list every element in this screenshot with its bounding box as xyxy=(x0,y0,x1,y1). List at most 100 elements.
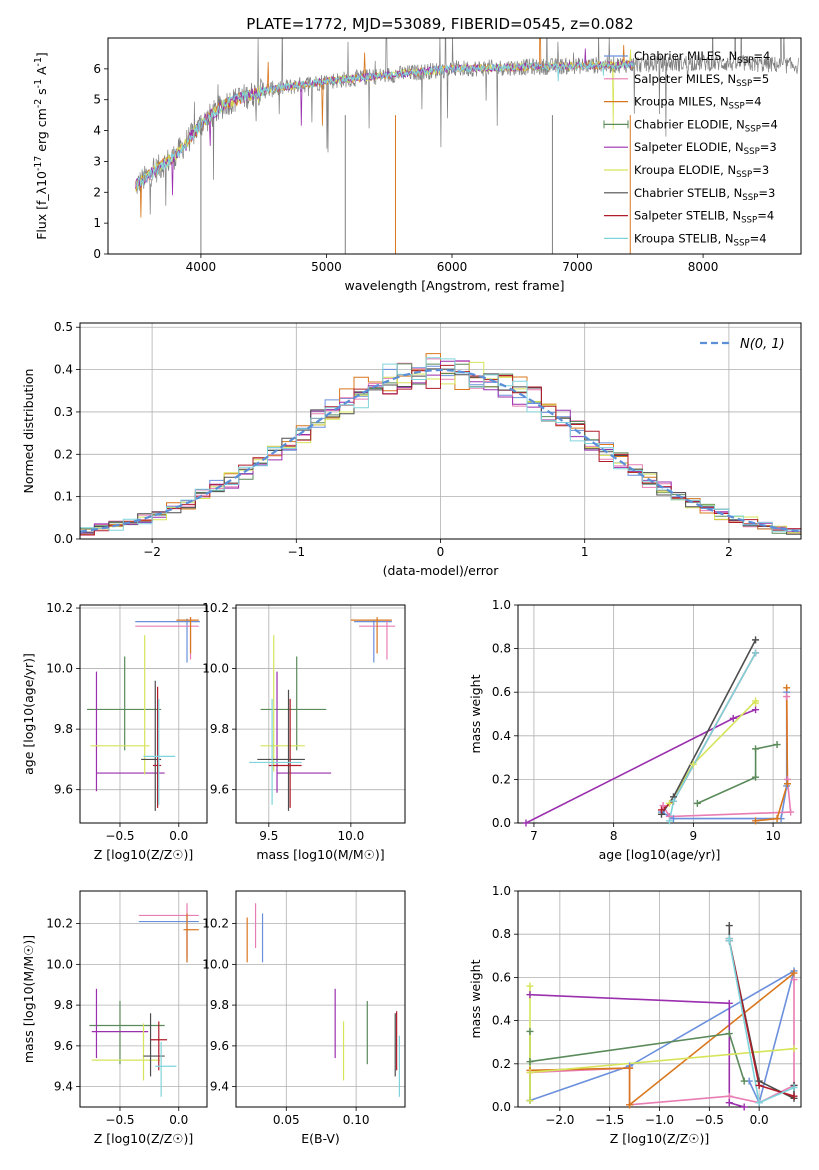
y-axis-label: mass weight xyxy=(468,959,483,1038)
y-axis-label: mass [log10(M/M☉)] xyxy=(21,935,36,1063)
x-tick-label: 9.5 xyxy=(259,829,278,843)
axes-z-weight: −2.0 −1.5 −1.0 −0.5 0.0 0.0 0.2 0.4 0.6 0.8 1.0 Z [… xyxy=(468,884,802,1146)
y-tick-label: 0.2 xyxy=(492,772,511,786)
y-tick-label: 9.4 xyxy=(54,1080,73,1094)
point-salpeter_miles xyxy=(725,1092,733,1100)
axes-frame xyxy=(517,604,802,824)
x-tick-label: −2 xyxy=(143,545,161,559)
point-kroupa_miles xyxy=(790,969,798,977)
weight-series-chabrier_stelib xyxy=(728,925,795,1100)
point-chabrier_stelib xyxy=(725,922,733,930)
point-salpeter_miles xyxy=(659,802,667,810)
histogram-kroupa_stelib xyxy=(80,357,801,532)
x-tick-label: 0.0 xyxy=(750,1113,769,1127)
legend-label-kroupa_stelib: Kroupa STELIB, NSSP=4 xyxy=(634,231,767,248)
y-tick-label: 0.4 xyxy=(492,729,511,743)
y-tick-label: 1.0 xyxy=(492,598,511,612)
point-kroupa_miles xyxy=(752,817,760,825)
plot-area-z-age xyxy=(87,617,200,811)
axes-ebv: 0.05 0.10 9.4 9.6 9.8 10.0 10.2 E(B-V) xyxy=(202,890,406,1146)
point-kroupa_miles xyxy=(783,780,791,788)
y-tick-label: 9.4 xyxy=(210,1080,229,1094)
point-chabrier_elodie xyxy=(752,745,760,753)
y-tick-label: 10.0 xyxy=(46,662,73,676)
y-axis-label: mass weight xyxy=(468,674,483,753)
x-tick-label: −0.5 xyxy=(695,1113,724,1127)
point-chabrier_elodie xyxy=(693,799,701,807)
x-axis-label: (data-model)/error xyxy=(383,563,500,578)
weight-series-kroupa_miles xyxy=(529,972,795,1107)
weight-series-chabrier_elodie xyxy=(697,743,778,805)
y-tick-label: 9.6 xyxy=(54,783,73,797)
y-tick-label: 0.5 xyxy=(54,320,73,334)
x-axis-label: Z [log10(Z/Z☉)] xyxy=(610,1131,710,1146)
y-tick-label: 0.4 xyxy=(54,363,73,377)
x-tick-label: −0.5 xyxy=(105,829,134,843)
point-kroupa_elodie xyxy=(689,760,697,768)
x-tick-label: 0.0 xyxy=(169,1113,188,1127)
y-tick-label: 2 xyxy=(93,185,101,199)
normal-curve xyxy=(80,368,801,533)
y-tick-label: 10.2 xyxy=(46,601,73,615)
weight-series-salpeter_elodie xyxy=(529,993,745,1107)
weight-series-salpeter_elodie xyxy=(525,708,756,823)
legend-label-salpeter_miles: Salpeter MILES, NSSP=5 xyxy=(634,72,769,89)
y-tick-label: 0.1 xyxy=(54,490,73,504)
point-kroupa_stelib xyxy=(755,1099,763,1107)
point-salpeter_stelib xyxy=(755,1081,763,1089)
point-chabrier_elodie xyxy=(725,1030,733,1038)
y-tick-label: 0.4 xyxy=(492,1014,511,1028)
y-tick-label: 0.0 xyxy=(492,1100,511,1114)
legend-label-chabrier_miles: Chabrier MILES, NSSP=4 xyxy=(634,49,770,66)
point-chabrier_stelib xyxy=(752,636,760,644)
y-tick-label: 10.0 xyxy=(202,957,229,971)
point-salpeter_elodie xyxy=(740,1103,748,1111)
point-kroupa_miles xyxy=(626,1064,634,1072)
y-tick-label: 0.0 xyxy=(492,816,511,830)
legend-label-kroupa_miles: Kroupa MILES, NSSP=4 xyxy=(634,95,762,112)
x-tick-label: 10.0 xyxy=(337,829,364,843)
y-tick-label: 10.2 xyxy=(202,917,229,931)
y-tick-label: 4 xyxy=(93,124,101,138)
weight-series-kroupa_elodie xyxy=(668,698,757,804)
y-tick-label: 6 xyxy=(93,62,101,76)
plot-area-mass-age xyxy=(249,617,396,811)
x-tick-label: 10 xyxy=(765,829,780,843)
spectrum-legend: Chabrier MILES, NSSP=4 Salpeter MILES, NS… xyxy=(603,49,778,248)
y-tick-label: 0.3 xyxy=(54,405,73,419)
x-tick-label: −0.5 xyxy=(105,1113,134,1127)
y-tick-label: 9.6 xyxy=(210,783,229,797)
point-chabrier_elodie xyxy=(740,1077,748,1085)
point-salpeter_elodie xyxy=(522,819,530,827)
x-tick-label: 0 xyxy=(437,545,445,559)
x-tick-label: −2.0 xyxy=(545,1113,574,1127)
point-kroupa_miles xyxy=(783,684,791,692)
axes-residuals: −2 −1 0 1 2 0.0 0.1 0.2 0.3 0.4 0.5 (data-model)/er… xyxy=(21,320,802,578)
axes-z-mass: −0.5 0.0 9.4 9.6 9.8 10.0 10.2 Z [log10(Z/Z☉)] m… xyxy=(21,890,208,1146)
y-tick-label: 9.8 xyxy=(54,722,73,736)
y-tick-label: 9.8 xyxy=(210,722,229,736)
legend-label-chabrier_elodie: Chabrier ELODIE, NSSP=4 xyxy=(634,117,778,134)
point-kroupa_elodie xyxy=(526,982,534,990)
x-axis-label: age [log10(age/yr)] xyxy=(599,847,721,862)
point-kroupa_elodie xyxy=(526,1097,534,1105)
legend-label-normal: N(0, 1) xyxy=(740,337,785,352)
axes-frame xyxy=(107,37,802,255)
y-tick-label: 5 xyxy=(93,93,101,107)
weight-series-kroupa_miles xyxy=(755,687,789,822)
weight-series-chabrier_stelib xyxy=(660,639,757,815)
gridlines xyxy=(236,891,405,1107)
y-tick-label: 0.8 xyxy=(492,927,511,941)
legend-label-salpeter_stelib: Salpeter STELIB, NSSP=4 xyxy=(634,209,774,226)
legend-label-salpeter_elodie: Salpeter ELODIE, NSSP=3 xyxy=(634,140,777,157)
weight-series-salpeter_miles xyxy=(662,696,792,818)
y-axis-label: Flux [f_λ10-17 erg cm-2 s-1 A-1] xyxy=(33,52,49,240)
plot-area-ebv xyxy=(246,903,401,1097)
point-salpeter_miles xyxy=(787,808,795,816)
gridlines xyxy=(80,605,207,823)
weight-series-chabrier_miles xyxy=(529,969,796,1106)
point-kroupa_elodie xyxy=(790,1045,798,1053)
weight-series-kroupa_elodie xyxy=(529,986,795,1101)
axes-frame xyxy=(235,604,406,824)
